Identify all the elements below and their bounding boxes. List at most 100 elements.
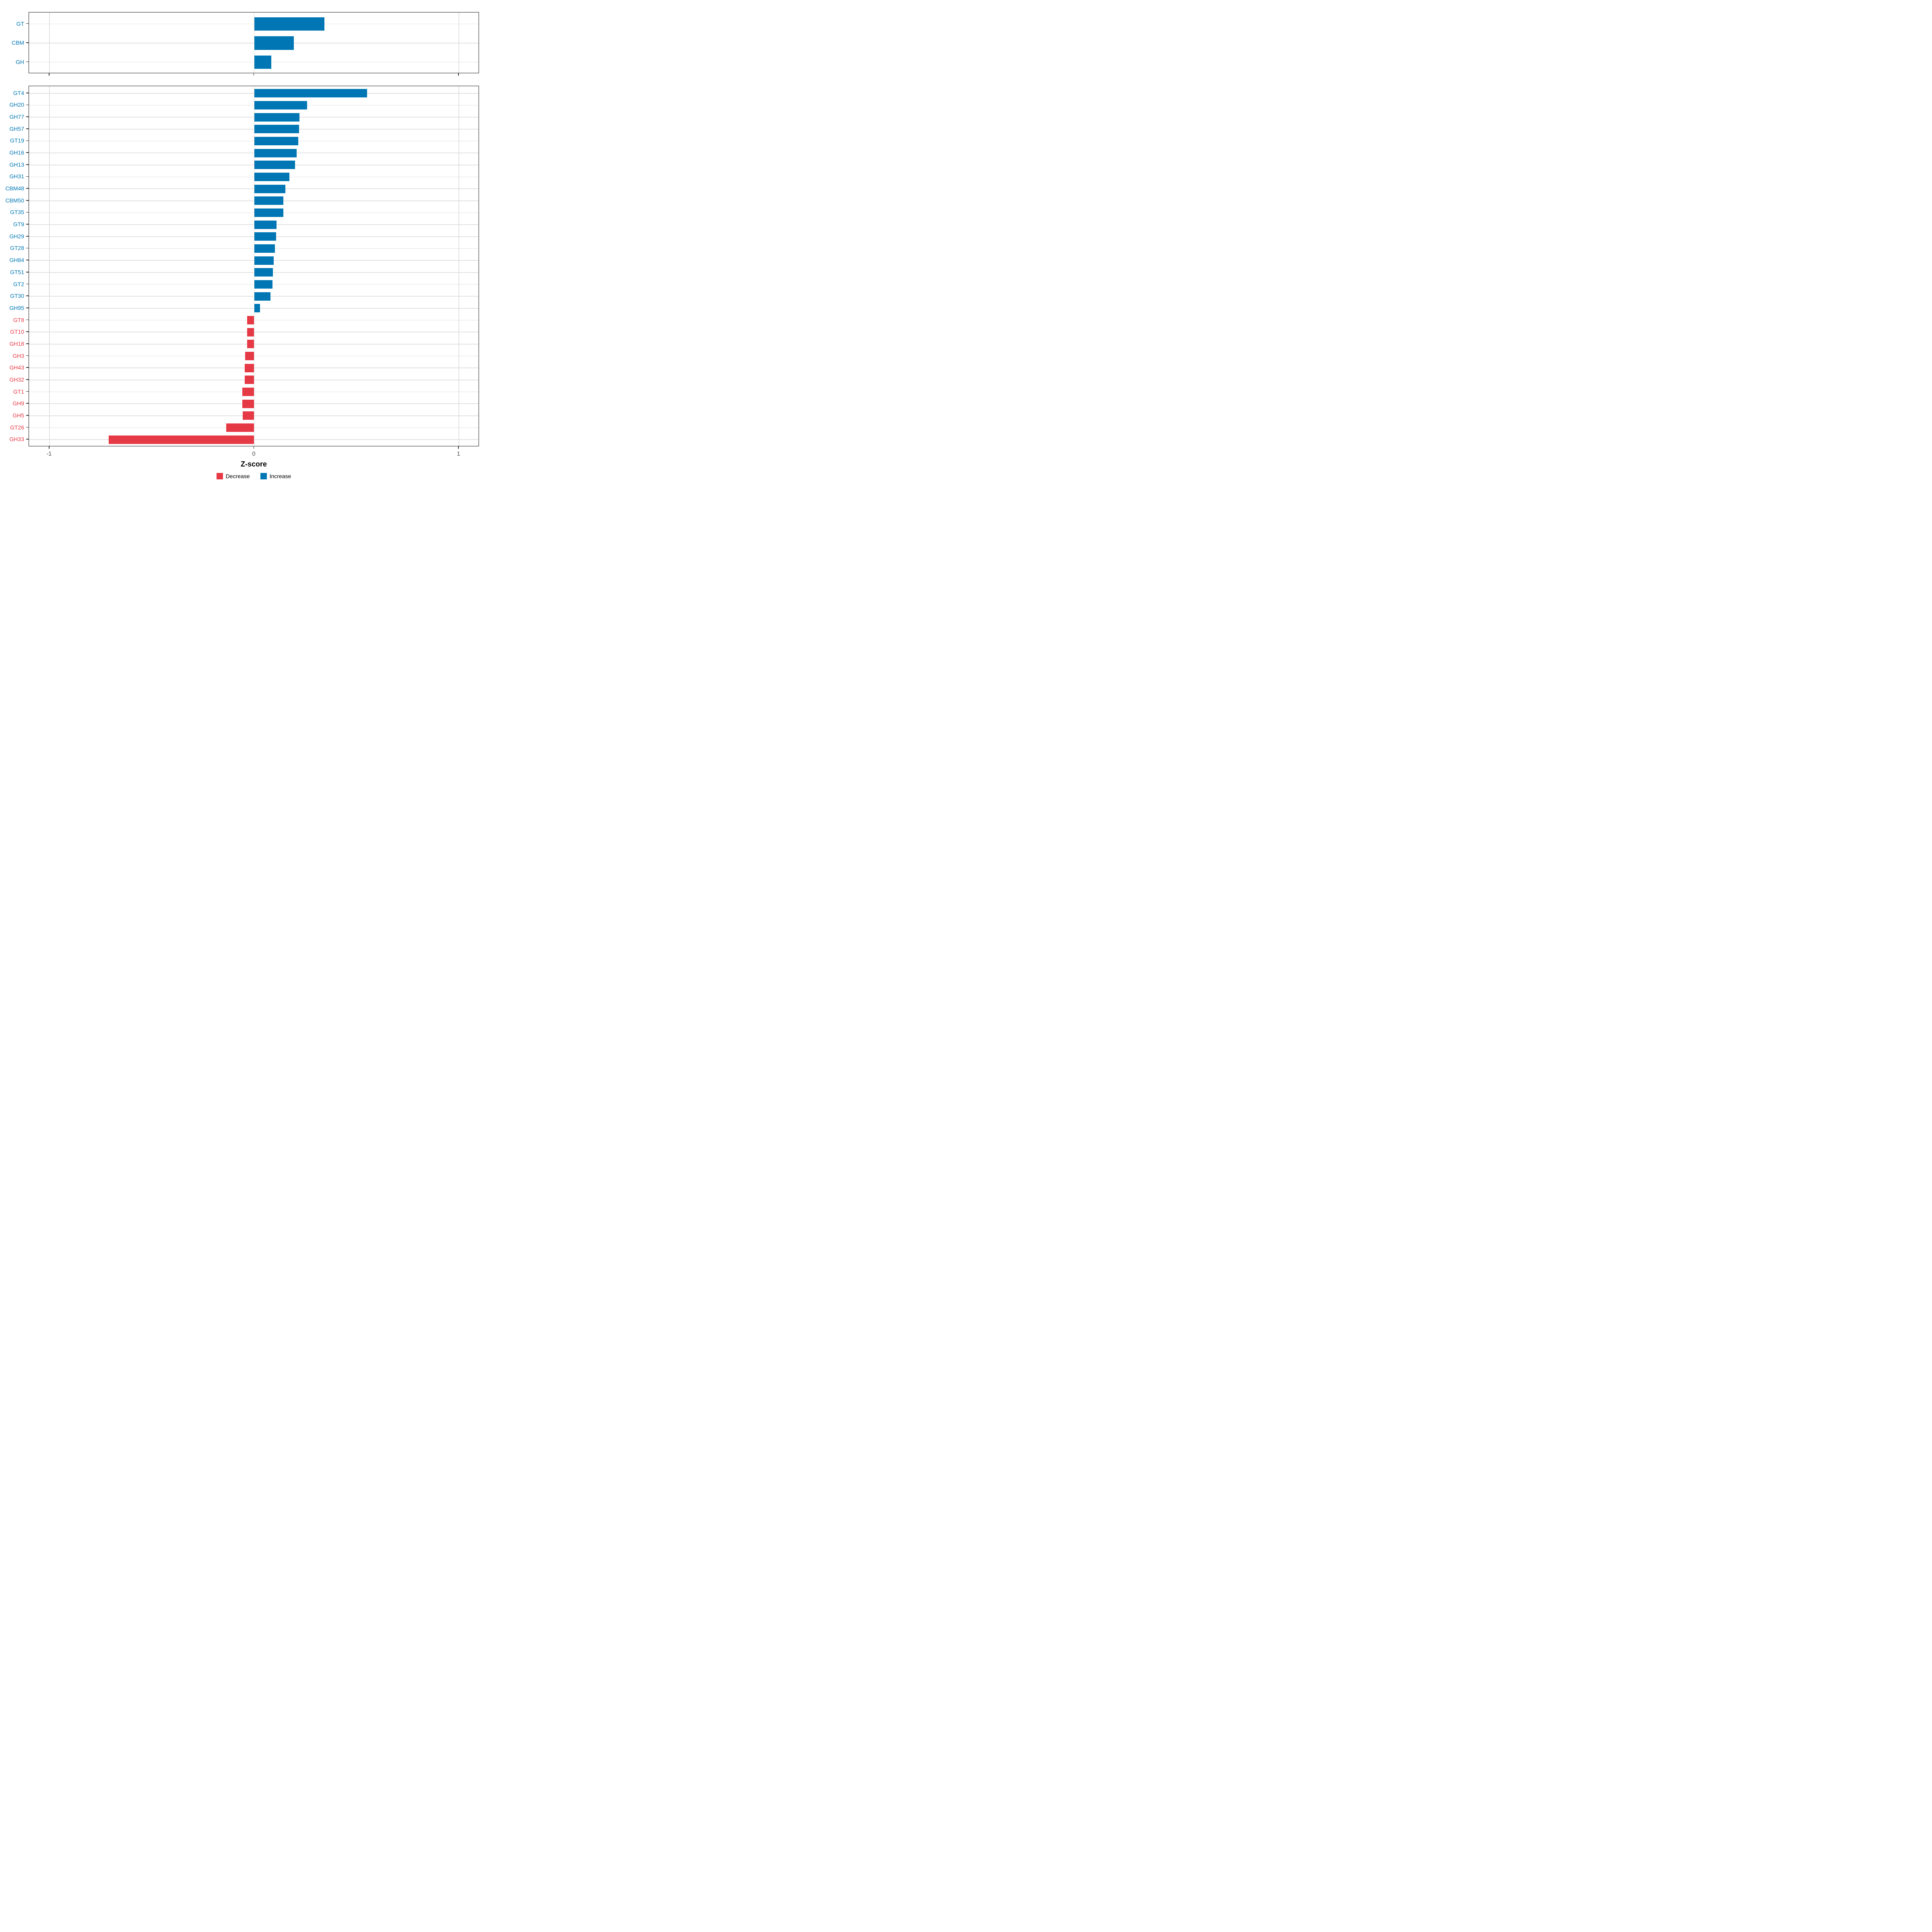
category-label-cbm: CBM bbox=[11, 39, 24, 46]
bar-gh57 bbox=[254, 125, 299, 134]
gridline-horizontal bbox=[29, 248, 479, 249]
x-tick-label-neg1: -1 bbox=[46, 450, 52, 457]
gridline-horizontal bbox=[29, 93, 479, 94]
category-label-gh16: GH16 bbox=[9, 149, 24, 156]
bar-gt9 bbox=[254, 220, 277, 229]
category-label-gh32: GH32 bbox=[9, 376, 24, 383]
category-label-gt8: GT8 bbox=[13, 316, 24, 323]
y-axis-tick bbox=[26, 116, 29, 117]
category-label-gt2: GT2 bbox=[13, 281, 24, 287]
category-label-cbm50: CBM50 bbox=[5, 197, 24, 204]
gridline-horizontal bbox=[29, 129, 479, 130]
bar-cbm bbox=[254, 36, 294, 50]
category-label-gh95: GH95 bbox=[9, 304, 24, 311]
gridline-horizontal bbox=[29, 272, 479, 273]
legend-label-increase: Increase bbox=[269, 473, 291, 479]
bar-gt8 bbox=[247, 316, 254, 324]
gridline-horizontal bbox=[29, 140, 479, 142]
bottom-panel bbox=[29, 86, 479, 446]
y-axis-tick bbox=[26, 379, 29, 380]
category-label-gh5: GH5 bbox=[12, 412, 24, 419]
bar-gh20 bbox=[254, 101, 307, 109]
legend-item-increase: Increase bbox=[260, 473, 291, 479]
x-axis-tick bbox=[49, 73, 50, 76]
bar-gt bbox=[254, 17, 324, 31]
gridline-vertical bbox=[49, 86, 50, 446]
bar-gh32 bbox=[244, 376, 254, 384]
legend-item-decrease: Decrease bbox=[216, 473, 250, 479]
bar-gt1 bbox=[242, 388, 254, 396]
bar-gh18 bbox=[247, 340, 254, 349]
y-axis-tick bbox=[26, 403, 29, 404]
gridline-vertical bbox=[458, 12, 460, 73]
y-axis-tick bbox=[26, 343, 29, 344]
bar-gt30 bbox=[254, 292, 270, 301]
category-label-gh18: GH18 bbox=[9, 340, 24, 347]
gridline-horizontal bbox=[29, 296, 479, 297]
y-axis-tick bbox=[26, 248, 29, 249]
category-label-gt1: GT1 bbox=[13, 388, 24, 395]
x-tick-label-0: 0 bbox=[252, 450, 256, 457]
y-axis-tick bbox=[26, 188, 29, 189]
bar-gh43 bbox=[244, 363, 254, 372]
legend: Decrease Increase bbox=[29, 473, 479, 479]
bar-gh16 bbox=[254, 149, 297, 157]
gridline-vertical bbox=[254, 86, 255, 446]
bar-gh95 bbox=[254, 304, 260, 313]
category-label-gh20: GH20 bbox=[9, 101, 24, 108]
bar-gh bbox=[254, 55, 271, 69]
gridline-horizontal bbox=[29, 260, 479, 261]
gridline-vertical bbox=[458, 86, 460, 446]
y-axis-tick bbox=[26, 391, 29, 392]
y-axis-tick bbox=[26, 176, 29, 177]
bar-gt4 bbox=[254, 89, 367, 98]
y-axis-tick bbox=[26, 439, 29, 440]
gridline-horizontal bbox=[29, 23, 479, 25]
y-axis-tick bbox=[26, 200, 29, 201]
bar-cbm48 bbox=[254, 184, 285, 193]
x-axis-title: Z-score bbox=[240, 460, 267, 468]
bar-gh31 bbox=[254, 173, 290, 181]
category-label-cbm48: CBM48 bbox=[5, 185, 24, 192]
gridline-horizontal bbox=[29, 176, 479, 178]
bar-cbm50 bbox=[254, 196, 284, 205]
category-label-gt4: GT4 bbox=[13, 89, 24, 96]
category-label-gh33: GH33 bbox=[9, 436, 24, 443]
category-label-gt19: GT19 bbox=[10, 137, 24, 144]
category-label-gh31: GH31 bbox=[9, 173, 24, 180]
category-label-gt10: GT10 bbox=[10, 328, 24, 335]
gridline-horizontal bbox=[29, 117, 479, 118]
y-axis-tick bbox=[26, 331, 29, 332]
category-label-gh29: GH29 bbox=[9, 233, 24, 239]
bar-gh13 bbox=[254, 161, 295, 169]
bar-chart-figure: Z-score Decrease Increase GT CBM GH GT4 GH20 G… bbox=[0, 0, 483, 483]
y-axis-tick bbox=[26, 367, 29, 368]
category-label-gh77: GH77 bbox=[9, 114, 24, 120]
gridline-vertical bbox=[254, 12, 255, 73]
gridline-horizontal bbox=[29, 284, 479, 285]
bar-gt35 bbox=[254, 208, 283, 217]
legend-swatch-decrease bbox=[216, 473, 223, 479]
category-label-gh: GH bbox=[16, 58, 24, 65]
category-label-gt28: GT28 bbox=[10, 245, 24, 252]
y-axis-tick bbox=[26, 355, 29, 356]
y-axis-tick bbox=[26, 140, 29, 141]
gridline-horizontal bbox=[29, 224, 479, 225]
category-label-gh84: GH84 bbox=[9, 257, 24, 264]
gridline-horizontal bbox=[29, 308, 479, 309]
y-axis-tick bbox=[26, 128, 29, 129]
bar-gh9 bbox=[242, 399, 254, 408]
x-axis-tick bbox=[458, 446, 459, 449]
gridline-horizontal bbox=[29, 105, 479, 106]
y-axis-tick bbox=[26, 152, 29, 153]
gridline-vertical bbox=[49, 12, 50, 73]
y-axis-tick bbox=[26, 23, 29, 24]
category-label-gh57: GH57 bbox=[9, 125, 24, 132]
bar-gh29 bbox=[254, 232, 277, 241]
category-label-gt35: GT35 bbox=[10, 209, 24, 216]
x-tick-label-1: 1 bbox=[456, 450, 460, 457]
y-axis-tick bbox=[26, 224, 29, 225]
top-panel bbox=[29, 12, 479, 73]
gridline-horizontal bbox=[29, 200, 479, 201]
bar-gt51 bbox=[254, 268, 273, 277]
